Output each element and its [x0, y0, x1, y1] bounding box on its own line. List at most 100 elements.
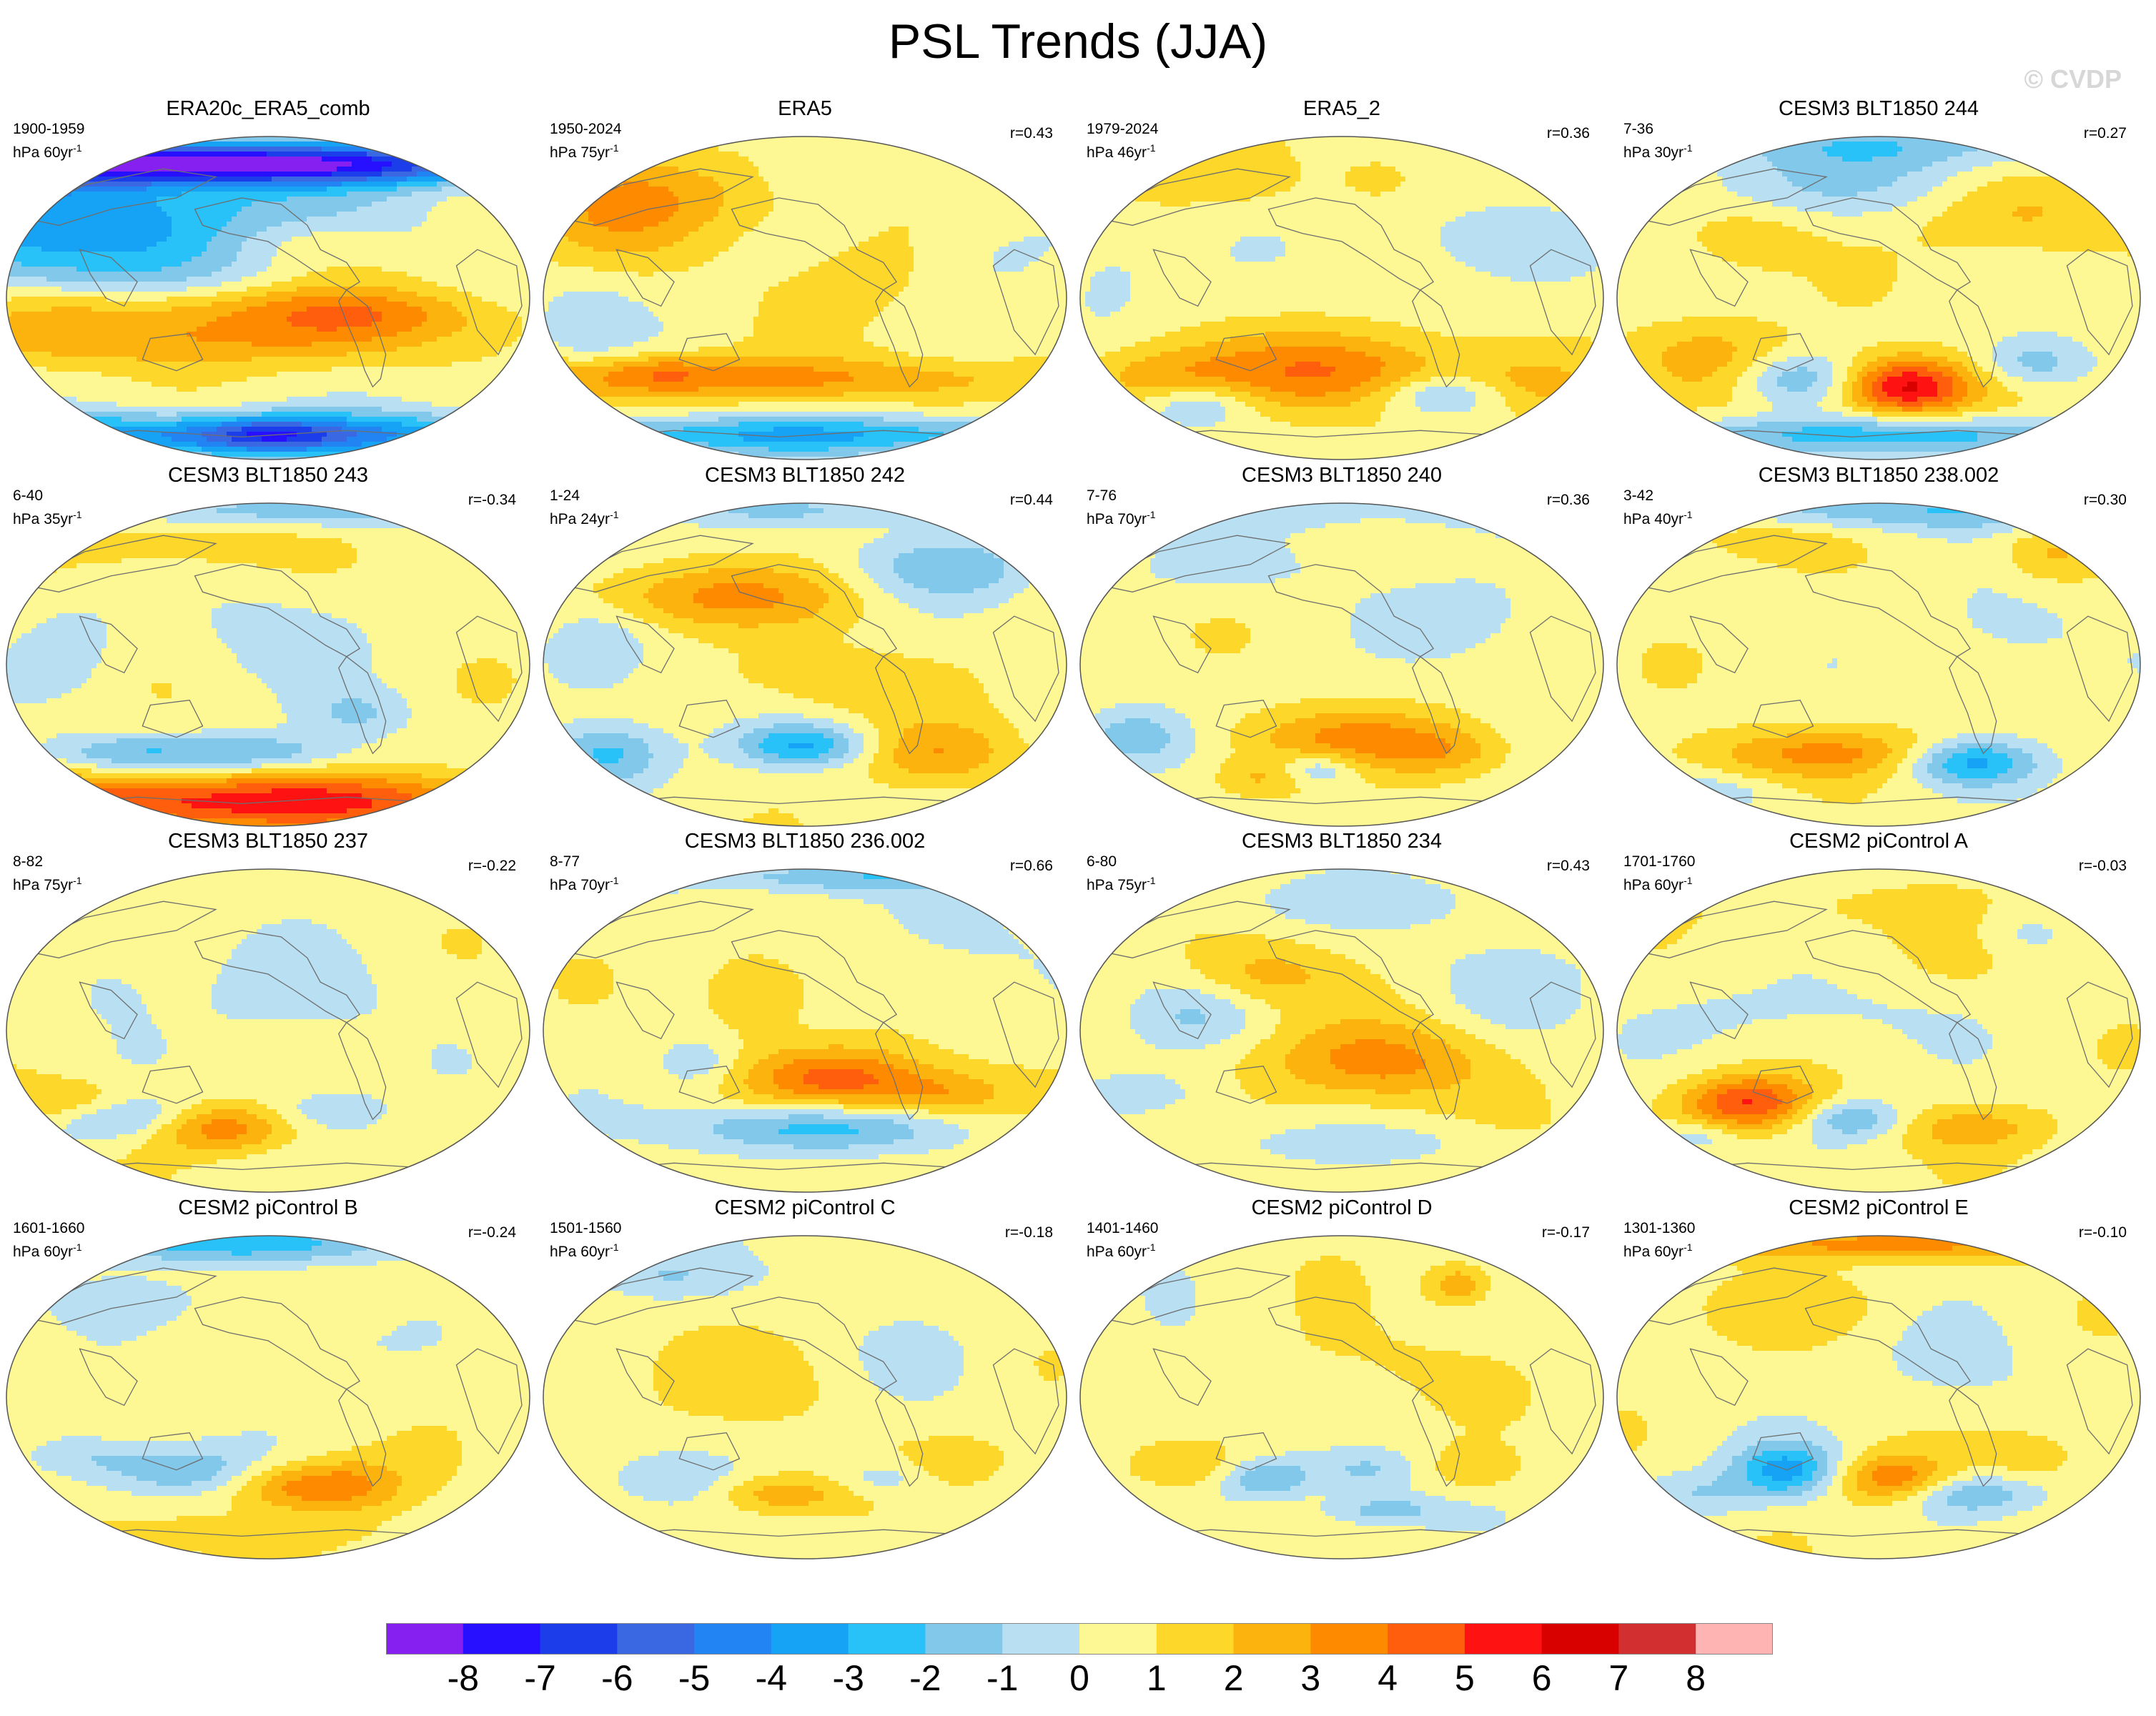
panel-title: CESM3 BLT1850 242: [537, 461, 1073, 490]
colorbar-swatch: [1079, 1623, 1157, 1655]
panel-period: 1601-1660: [13, 1219, 84, 1238]
panel-title: CESM3 BLT1850 237: [0, 827, 536, 855]
cvdp-watermark: © CVDP: [2024, 64, 2122, 94]
panel-correlation: r=0.44: [1010, 491, 1053, 510]
panel-period: 1401-1460: [1087, 1219, 1158, 1238]
colorbar-tick-label: -5: [666, 1657, 723, 1700]
panel-period: 7-76: [1087, 487, 1117, 505]
panel-title: CESM2 piControl B: [0, 1194, 536, 1222]
colorbar-swatch: [1465, 1623, 1542, 1655]
map-panel: CESM2 piControl C 1501-1560 hPa 60yr-1 r=-0…: [537, 1194, 1073, 1560]
panel-period: 8-77: [550, 853, 580, 871]
panel-title: CESM2 piControl C: [537, 1194, 1073, 1222]
panel-title: CESM3 BLT1850 240: [1074, 461, 1610, 490]
colorbar-swatch: [1542, 1623, 1619, 1655]
colorbar-swatch: [386, 1623, 463, 1655]
map-panel: ERA20c_ERA5_comb 1900-1959 hPa 60yr-1: [0, 94, 536, 461]
panel-correlation: r=-0.34: [468, 491, 516, 510]
colorbar-tick-label: -8: [435, 1657, 492, 1700]
panel-title: CESM3 BLT1850 234: [1074, 827, 1610, 855]
colorbar-swatch: [849, 1623, 926, 1655]
map-panel: ERA5 1950-2024 hPa 75yr-1 r=0.43: [537, 94, 1073, 461]
map-panel: CESM2 piControl E 1301-1360 hPa 60yr-1 r=-0…: [1611, 1194, 2147, 1560]
map-panel: CESM3 BLT1850 234 6-80 hPa 75yr-1 r=0.43: [1074, 827, 1610, 1194]
panel-units: hPa 70yr-1: [550, 871, 619, 895]
map-panel: CESM3 BLT1850 242 1-24 hPa 24yr-1 r=0.44: [537, 461, 1073, 828]
panel-period: 6-40: [13, 487, 43, 505]
panel-units: hPa 35yr-1: [13, 505, 82, 529]
map-panel: CESM3 BLT1850 243 6-40 hPa 35yr-1 r=-0.34: [0, 461, 536, 828]
panel-title: CESM3 BLT1850 244: [1611, 94, 2147, 123]
panel-units: hPa 30yr-1: [1623, 139, 1693, 162]
panel-title: ERA20c_ERA5_comb: [0, 94, 536, 123]
colorbar-swatch: [617, 1623, 694, 1655]
panel-title: CESM2 piControl E: [1611, 1194, 2147, 1222]
colorbar-tick-label: 6: [1513, 1657, 1571, 1700]
map-panel: CESM3 BLT1850 244 7-36 hPa 30yr-1 r=0.27: [1611, 94, 2147, 461]
map-panel: CESM3 BLT1850 237 8-82 hPa 75yr-1 r=-0.22: [0, 827, 536, 1194]
panel-correlation: r=0.27: [2084, 124, 2127, 143]
colorbar-swatch: [771, 1623, 849, 1655]
colorbar-swatch: [1310, 1623, 1388, 1655]
colorbar-tick-label: -2: [896, 1657, 954, 1700]
panel-units: hPa 60yr-1: [1623, 1238, 1693, 1261]
colorbar-tick-label: 1: [1128, 1657, 1185, 1700]
panel-units: hPa 40yr-1: [1623, 505, 1693, 529]
panel-period: 3-42: [1623, 487, 1653, 505]
map-panel: CESM2 piControl A 1701-1760 hPa 60yr-1 r=-0…: [1611, 827, 2147, 1194]
panel-title: ERA5_2: [1074, 94, 1610, 123]
colorbar-swatch: [1002, 1623, 1079, 1655]
panel-correlation: r=0.43: [1010, 124, 1053, 143]
map-panel: CESM3 BLT1850 238.002 3-42 hPa 40yr-1 r=0.3…: [1611, 461, 2147, 828]
panel-units: hPa 60yr-1: [550, 1238, 619, 1261]
colorbar-swatch: [925, 1623, 1002, 1655]
panel-units: hPa 70yr-1: [1087, 505, 1156, 529]
panel-correlation: r=-0.17: [1542, 1224, 1590, 1242]
colorbar-swatch: [463, 1623, 540, 1655]
panel-units: hPa 60yr-1: [13, 139, 82, 162]
panel-title: ERA5: [537, 94, 1073, 123]
colorbar-tick-label: 2: [1205, 1657, 1262, 1700]
panel-title: CESM3 BLT1850 238.002: [1611, 461, 2147, 490]
panel-units: hPa 75yr-1: [1087, 871, 1156, 895]
colorbar-tick-label: 4: [1359, 1657, 1416, 1700]
colorbar-tick-label: -6: [588, 1657, 646, 1700]
panel-correlation: r=-0.22: [468, 857, 516, 876]
panel-correlation: r=-0.18: [1005, 1224, 1053, 1242]
panel-period: 1979-2024: [1087, 120, 1158, 139]
panel-title: CESM2 piControl D: [1074, 1194, 1610, 1222]
colorbar-swatch: [1696, 1623, 1773, 1655]
colorbar-tick-label: 0: [1051, 1657, 1108, 1700]
panel-units: hPa 60yr-1: [1623, 871, 1693, 895]
colorbar-swatch: [1157, 1623, 1234, 1655]
panel-period: 1900-1959: [13, 120, 84, 139]
map-panel: CESM2 piControl D 1401-1460 hPa 60yr-1 r=-0…: [1074, 1194, 1610, 1560]
colorbar-tick-label: -1: [974, 1657, 1031, 1700]
panel-period: 1-24: [550, 487, 580, 505]
map-panel: CESM3 BLT1850 236.002 8-77 hPa 70yr-1 r=0.6…: [537, 827, 1073, 1194]
panel-period: 6-80: [1087, 853, 1117, 871]
panel-correlation: r=-0.03: [2079, 857, 2127, 876]
colorbar-swatch: [1618, 1623, 1696, 1655]
panel-correlation: r=0.66: [1010, 857, 1053, 876]
panel-units: hPa 60yr-1: [13, 1238, 82, 1261]
colorbar-swatch: [694, 1623, 771, 1655]
panel-correlation: r=0.36: [1547, 491, 1590, 510]
panel-correlation: r=-0.24: [468, 1224, 516, 1242]
panel-units: hPa 75yr-1: [13, 871, 82, 895]
colorbar-swatch: [1234, 1623, 1311, 1655]
colorbar: [386, 1623, 1773, 1655]
panel-title: CESM3 BLT1850 243: [0, 461, 536, 490]
panel-title: CESM2 piControl A: [1611, 827, 2147, 855]
map-panel: ERA5_2 1979-2024 hPa 46yr-1 r=0.36: [1074, 94, 1610, 461]
panel-period: 1501-1560: [550, 1219, 621, 1238]
colorbar-tick-label: -7: [512, 1657, 569, 1700]
panel-units: hPa 60yr-1: [1087, 1238, 1156, 1261]
panel-units: hPa 75yr-1: [550, 139, 619, 162]
map-panel: CESM2 piControl B 1601-1660 hPa 60yr-1 r=-0…: [0, 1194, 536, 1560]
colorbar-tick-label: 3: [1282, 1657, 1339, 1700]
panel-correlation: r=0.43: [1547, 857, 1590, 876]
colorbar-swatch: [540, 1623, 618, 1655]
panel-correlation: r=0.30: [2084, 491, 2127, 510]
panel-units: hPa 24yr-1: [550, 505, 619, 529]
